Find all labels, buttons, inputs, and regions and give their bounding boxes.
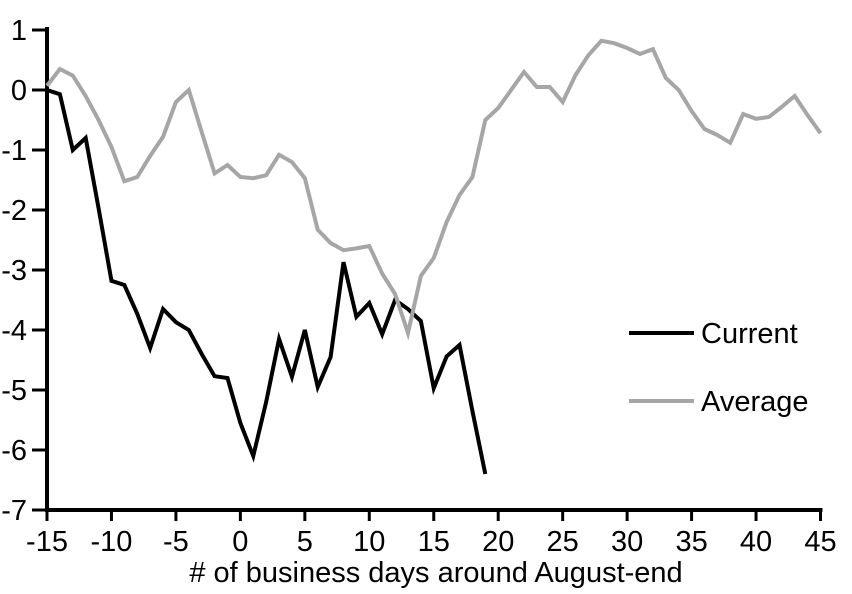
y-tick-label: -3 (1, 255, 27, 287)
y-tick-label: -7 (1, 495, 27, 527)
legend: Current Average (629, 318, 809, 418)
x-tick-label: -5 (163, 526, 189, 558)
x-tick-label: 15 (418, 526, 450, 558)
x-tick-label: 45 (804, 526, 836, 558)
y-tick-label: -1 (1, 135, 27, 167)
x-tick-label: 5 (297, 526, 313, 558)
x-tick-label: 0 (232, 526, 248, 558)
y-tick-label: 0 (11, 75, 27, 107)
y-tick-label: -4 (1, 315, 27, 347)
legend-current-label: Current (701, 318, 798, 350)
x-tick-label: 30 (611, 526, 643, 558)
axes: 10-1-2-3-4-5-6-7-15 -10 -5 0 5 10 15 20 25 30 35 40… (1, 15, 836, 558)
x-tick-label: 40 (740, 526, 772, 558)
series-average-line (45, 38, 823, 341)
series-lines (45, 38, 823, 475)
x-tick-label: -10 (90, 526, 132, 558)
x-tick-label: 25 (547, 526, 579, 558)
legend-average-label: Average (701, 386, 809, 418)
y-tick-label: 1 (11, 15, 27, 47)
x-axis-title: # of business days around August-end (189, 557, 682, 589)
x-tick-label: 20 (482, 526, 514, 558)
x-tick-label: 10 (353, 526, 385, 558)
x-tick-label: -15 (26, 526, 68, 558)
y-tick-label: -2 (1, 195, 27, 227)
y-tick-label: -6 (1, 435, 27, 467)
x-tick-label: 35 (675, 526, 707, 558)
y-tick-label: -5 (1, 375, 27, 407)
